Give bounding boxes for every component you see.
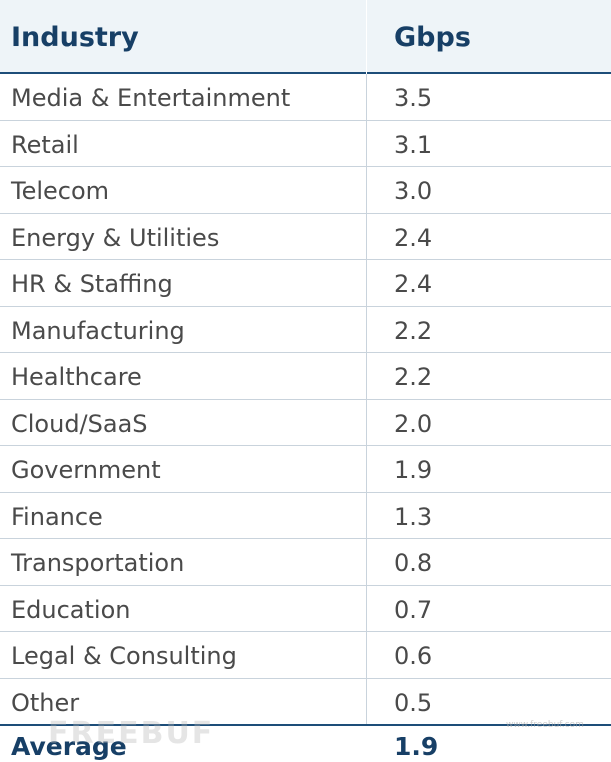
average-value: 1.9 [394,732,439,761]
industry-cell: Legal & Consulting [11,642,237,670]
gbps-cell: 0.6 [394,642,433,670]
table-row: Finance 1.3 [0,493,611,539]
industry-cell: HR & Staffing [11,270,173,298]
industry-cell: Education [11,595,131,624]
gbps-cell: 0.8 [394,549,433,577]
industry-cell: Other [11,688,80,717]
table-row: Transportation 0.8 [0,539,611,586]
gbps-cell: 2.4 [394,223,433,252]
table-row: Legal & Consulting 0.6 [0,632,611,679]
gbps-cell: 1.3 [394,502,433,531]
industry-cell: Telecom [11,177,110,205]
gbps-cell: 3.5 [394,84,433,112]
column-divider [366,74,367,726]
table-row: Media & Entertainment 3.5 [0,74,611,121]
table-row: Cloud/SaaS 2.0 [0,400,611,446]
table-row: Education 0.7 [0,586,611,632]
header-industry: Industry [11,22,139,53]
industry-cell: Manufacturing [11,316,185,345]
average-label: Average [11,732,127,761]
gbps-cell: 0.7 [394,595,433,624]
gbps-cell: 1.9 [394,456,433,484]
table-row: HR & Staffing 2.4 [0,260,611,307]
gbps-cell: 2.4 [394,270,433,298]
gbps-cell: 3.1 [394,130,433,159]
industry-cell: Retail [11,130,79,159]
table-row: Healthcare 2.2 [0,353,611,400]
watermark-logo: FREEBUF [48,716,215,751]
industry-cell: Government [11,456,161,484]
table-row: Manufacturing 2.2 [0,307,611,353]
table-row: Retail 3.1 [0,121,611,167]
gbps-cell: 2.0 [394,409,433,438]
table-row: Telecom 3.0 [0,167,611,214]
table-row: Government 1.9 [0,446,611,493]
gbps-cell: 0.5 [394,688,433,717]
header-gbps: Gbps [394,22,471,53]
gbps-cell: 2.2 [394,316,433,345]
industry-cell: Transportation [11,549,185,577]
gbps-cell: 3.0 [394,177,433,205]
industry-cell: Finance [11,502,103,531]
table-row: Energy & Utilities 2.4 [0,214,611,260]
industry-cell: Energy & Utilities [11,223,220,252]
average-row: Average 1.9 [0,724,611,762]
industry-cell: Healthcare [11,363,142,391]
table-header-row: Industry Gbps [0,0,611,74]
watermark-url: www.freebuf.com [506,720,584,730]
header-divider [366,0,367,74]
gbps-cell: 2.2 [394,363,433,391]
table-row: Other 0.5 [0,679,611,726]
industry-cell: Media & Entertainment [11,84,291,112]
industry-cell: Cloud/SaaS [11,409,148,438]
